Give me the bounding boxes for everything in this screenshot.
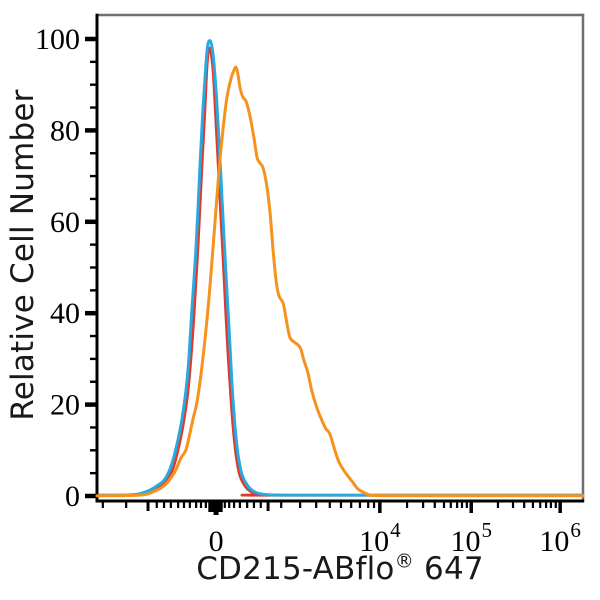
- curve-red-histogram: [100, 46, 585, 497]
- curve-orange-histogram: [95, 65, 585, 498]
- registered-trademark-icon: ®: [394, 549, 414, 573]
- y-tick-label: 0: [65, 480, 80, 513]
- y-tick-label: 60: [50, 206, 80, 239]
- x-tick-label: 0: [209, 525, 224, 558]
- x-tick-label: 104: [359, 518, 401, 558]
- x-tick-label: 105: [450, 518, 492, 558]
- x-axis-title-text: CD215-ABflo: [196, 551, 395, 587]
- y-tick-label: 80: [50, 114, 80, 147]
- x-axis-ticks: 0 104 105 106: [101, 502, 581, 558]
- x-axis-title-suffix: 647: [413, 551, 484, 587]
- curve-blue-histogram: [98, 39, 585, 497]
- y-axis-ticks: 0 20 40 60 80 100: [35, 23, 96, 513]
- y-tick-label: 40: [50, 297, 80, 330]
- y-tick-label: 100: [35, 23, 80, 56]
- y-axis-title: Relative Cell Number: [5, 89, 41, 421]
- x-tick-label: 106: [539, 518, 581, 558]
- y-tick-label: 20: [50, 389, 80, 422]
- x-axis-title: CD215-ABflo® 647: [97, 551, 583, 587]
